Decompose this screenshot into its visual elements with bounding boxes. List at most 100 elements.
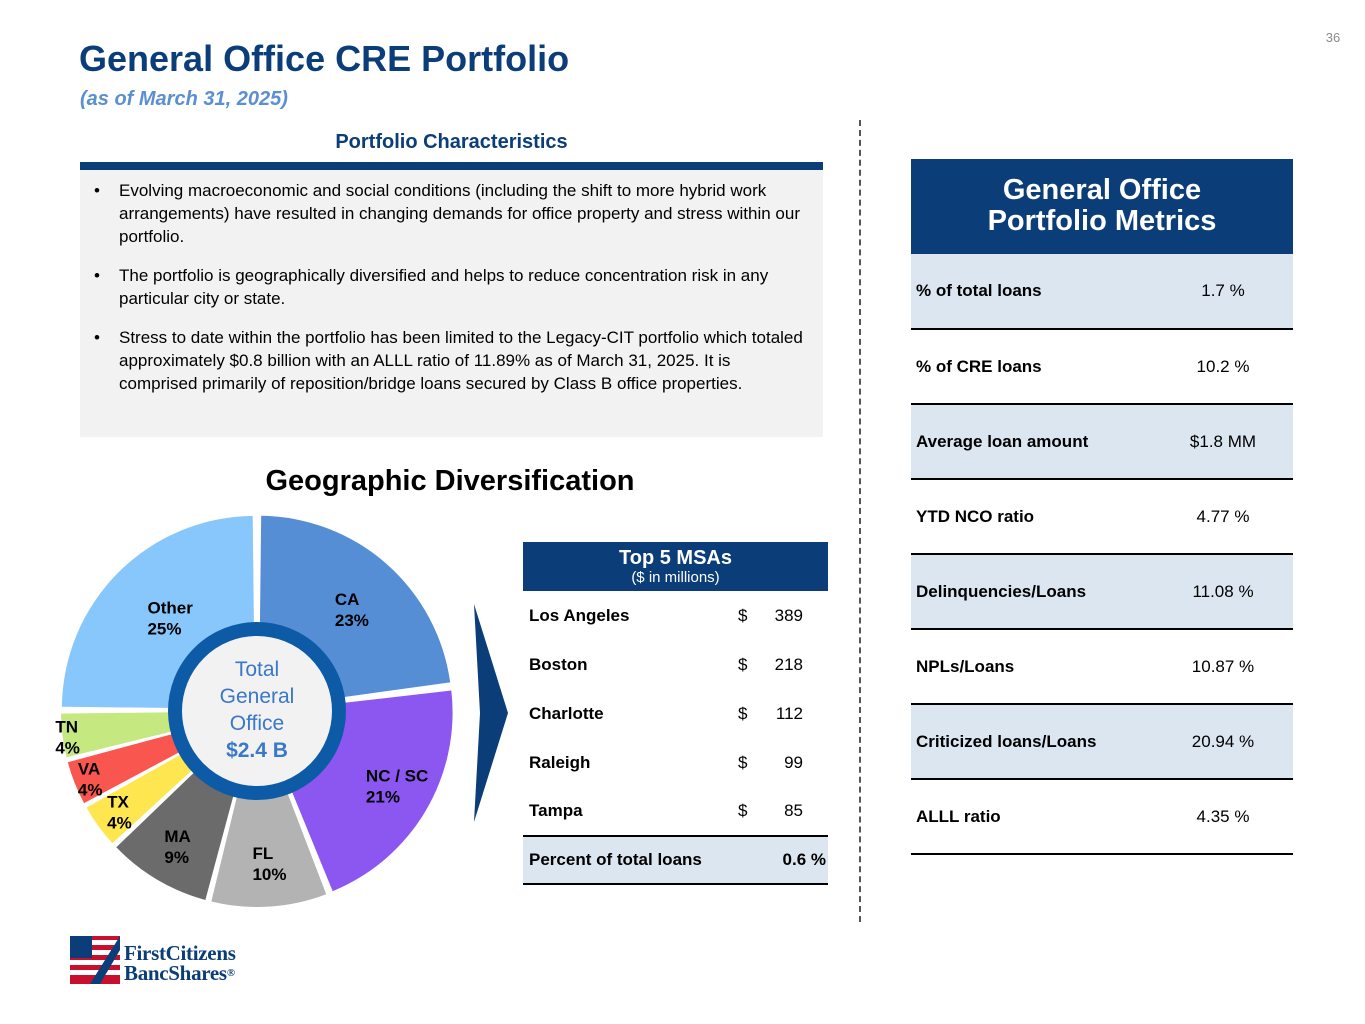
logo-line2: BancShares bbox=[124, 961, 227, 985]
pie-slice-fl bbox=[211, 788, 327, 907]
characteristic-bullet: Evolving macroeconomic and social condit… bbox=[94, 179, 809, 248]
pie-value-ca: 23% bbox=[335, 611, 369, 630]
pie-label-va: VA bbox=[78, 759, 100, 778]
table-row: Tampa $ 85 bbox=[523, 787, 828, 836]
msa-amount: 99 bbox=[784, 752, 803, 772]
metric-label: Average loan amount bbox=[911, 404, 1153, 480]
metric-value: 4.35 % bbox=[1153, 779, 1293, 855]
msa-amount: 85 bbox=[784, 801, 803, 820]
pie-label-nc-sc: NC / SC bbox=[366, 767, 428, 786]
table-row: Los Angeles $ 389 bbox=[523, 591, 828, 640]
msa-currency: $ bbox=[738, 703, 748, 723]
table-row: NPLs/Loans 10.87 % bbox=[911, 629, 1293, 705]
metric-label: % of total loans bbox=[911, 254, 1153, 330]
msa-city: Charlotte bbox=[529, 703, 604, 723]
pie-slice-tn bbox=[61, 712, 177, 758]
metrics-title-line1: General Office bbox=[1002, 174, 1202, 206]
table-row: Criticized loans/Loans 20.94 % bbox=[911, 704, 1293, 780]
msa-total-value: 0.6 % bbox=[758, 835, 828, 885]
pie-slice-va bbox=[67, 732, 184, 804]
table-row: % of total loans 1.7 % bbox=[911, 254, 1293, 330]
metric-value: 1.7 % bbox=[1153, 254, 1293, 330]
metrics-title-line2: Portfolio Metrics bbox=[987, 205, 1217, 237]
pie-slice-ca bbox=[259, 515, 451, 698]
msa-total-label: Percent of total loans bbox=[523, 835, 738, 885]
msa-currency: $ bbox=[738, 605, 748, 625]
page-number: 36 bbox=[1325, 30, 1341, 45]
pie-label-ma: MA bbox=[164, 827, 190, 846]
characteristic-bullet: The portfolio is geographically diversif… bbox=[94, 264, 809, 310]
metric-label: YTD NCO ratio bbox=[911, 479, 1153, 555]
metric-value: 10.2 % bbox=[1153, 329, 1293, 405]
msa-amount: 389 bbox=[774, 605, 803, 625]
donut-center-label: Total bbox=[235, 658, 279, 681]
metric-label: % of CRE loans bbox=[911, 329, 1153, 405]
msa-city: Tampa bbox=[529, 801, 583, 820]
logo-registered: ® bbox=[226, 967, 235, 979]
metric-value: 10.87 % bbox=[1153, 629, 1293, 705]
pie-label-tn: TN bbox=[55, 718, 78, 737]
pie-value-tx: 4% bbox=[107, 814, 132, 833]
page-subtitle: (as of March 31, 2025) bbox=[80, 88, 288, 110]
table-row: Charlotte $ 112 bbox=[523, 689, 828, 738]
logo-wordmark: FirstCitizens BancShares® bbox=[124, 941, 236, 985]
msa-currency: $ bbox=[738, 654, 748, 674]
metric-value: $1.8 MM bbox=[1153, 404, 1293, 480]
msa-city: Los Angeles bbox=[529, 605, 630, 625]
msa-total-row: Percent of total loans 0.6 % bbox=[523, 835, 828, 885]
page-title: General Office CRE Portfolio bbox=[79, 38, 570, 79]
pie-label-ca: CA bbox=[335, 590, 360, 609]
metric-label: Criticized loans/Loans bbox=[911, 704, 1153, 780]
geo-chart-title: Geographic Diversification bbox=[265, 465, 635, 497]
table-row: ALLL ratio 4.35 % bbox=[911, 779, 1293, 855]
metrics-header: General Office Portfolio Metrics bbox=[911, 159, 1293, 254]
characteristics-list: Evolving macroeconomic and social condit… bbox=[94, 179, 809, 395]
table-row: Raleigh $ 99 bbox=[523, 738, 828, 787]
donut-center-label: General bbox=[220, 685, 295, 708]
msa-amount: 218 bbox=[774, 654, 803, 674]
pie-slice-ma bbox=[116, 769, 235, 900]
pie-slice-nc-sc bbox=[289, 690, 453, 892]
pie-value-other: 25% bbox=[147, 619, 181, 638]
table-row: % of CRE loans 10.2 % bbox=[911, 329, 1293, 405]
table-row: Delinquencies/Loans 11.08 % bbox=[911, 554, 1293, 630]
chevron-right-icon bbox=[474, 604, 508, 822]
msa-header: Top 5 MSAs ($ in millions) bbox=[523, 542, 828, 591]
table-row: Boston $ 218 bbox=[523, 640, 828, 689]
pie-value-fl: 10% bbox=[252, 865, 286, 884]
pie-value-ma: 9% bbox=[164, 848, 189, 867]
bank-logo-icon bbox=[70, 936, 120, 984]
donut-center-value: $2.4 B bbox=[226, 739, 288, 762]
pie-label-other: Other bbox=[147, 598, 193, 617]
pie-label-tx: TX bbox=[107, 793, 129, 812]
metric-value: 20.94 % bbox=[1153, 704, 1293, 780]
donut-center-label: Office bbox=[230, 712, 284, 735]
msa-amount: 112 bbox=[775, 703, 803, 723]
logo-line1: FirstCitizens bbox=[124, 941, 236, 965]
characteristics-rule bbox=[80, 162, 823, 170]
donut-center-ring bbox=[168, 622, 346, 800]
pie-slice-other bbox=[61, 515, 254, 708]
pie-label-fl: FL bbox=[252, 844, 273, 863]
metrics-table: % of total loans 1.7 % % of CRE loans 10… bbox=[911, 254, 1293, 855]
section-divider bbox=[859, 120, 861, 922]
metric-label: ALLL ratio bbox=[911, 779, 1153, 855]
msa-table: Los Angeles $ 389 Boston $ 218 Charlotte… bbox=[523, 591, 828, 885]
msa-city: Raleigh bbox=[529, 752, 591, 772]
pie-value-nc-sc: 21% bbox=[366, 788, 400, 807]
pie-slice-tx bbox=[86, 752, 196, 844]
characteristics-panel: Evolving macroeconomic and social condit… bbox=[80, 170, 823, 437]
characteristic-bullet: Stress to date within the portfolio has … bbox=[94, 326, 809, 395]
metric-value: 11.08 % bbox=[1153, 554, 1293, 630]
msa-title: Top 5 MSAs bbox=[619, 547, 732, 569]
msa-subtitle: ($ in millions) bbox=[631, 569, 720, 586]
pie-value-tn: 4% bbox=[55, 739, 80, 758]
metric-value: 4.77 % bbox=[1153, 479, 1293, 555]
msa-currency: $ bbox=[738, 752, 748, 772]
characteristics-heading: Portfolio Characteristics bbox=[335, 131, 568, 153]
msa-currency: $ bbox=[738, 801, 748, 820]
msa-city: Boston bbox=[529, 654, 588, 674]
metric-label: NPLs/Loans bbox=[911, 629, 1153, 705]
metric-label: Delinquencies/Loans bbox=[911, 554, 1153, 630]
